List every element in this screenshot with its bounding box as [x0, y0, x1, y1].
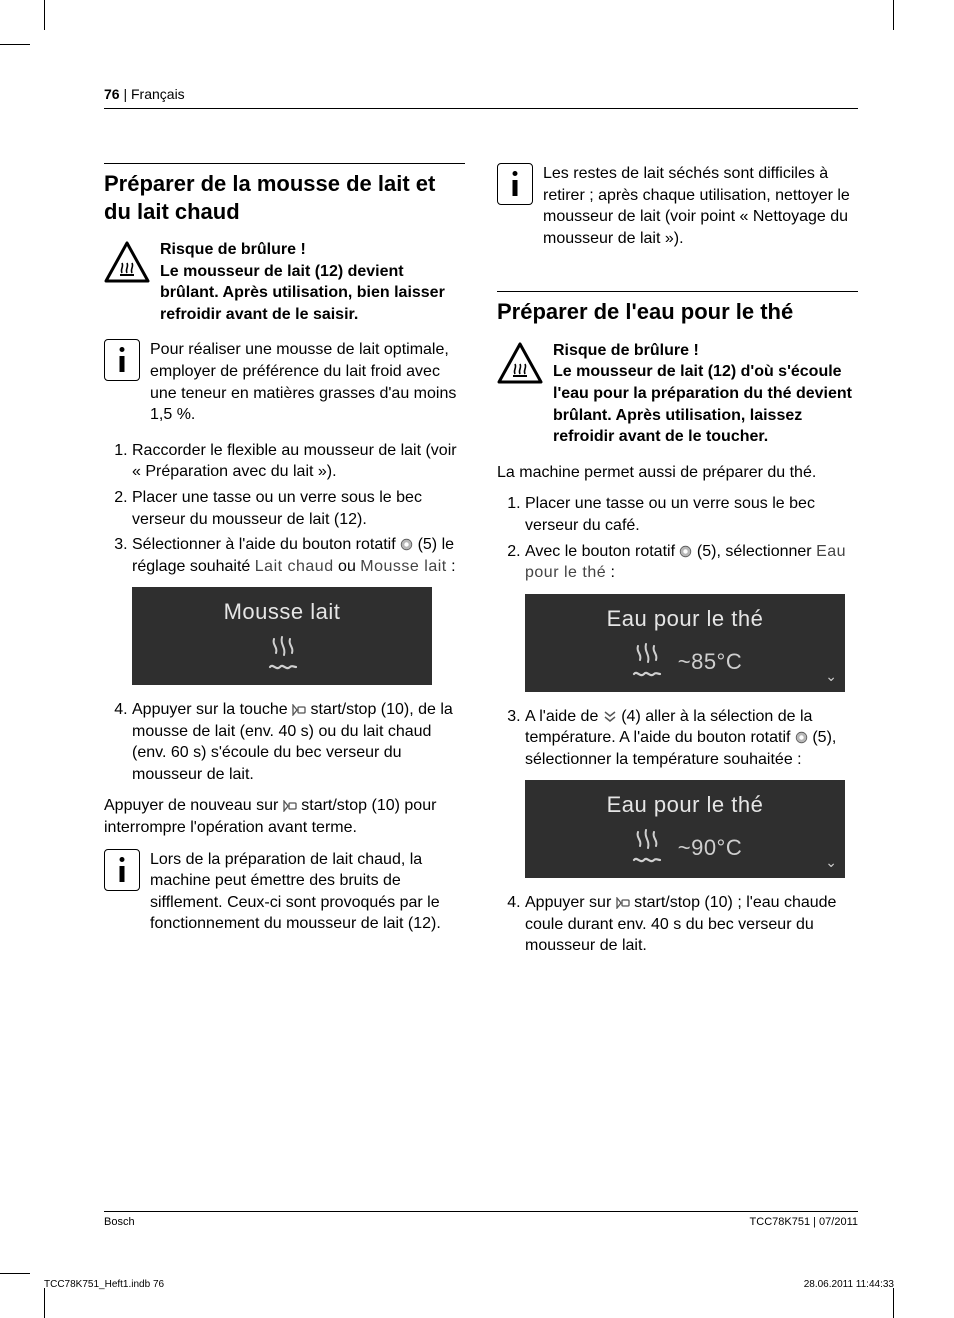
milk-cleaning-info: Les restes de lait séchés sont difficile… [543, 163, 858, 249]
tea-step-4: Appuyer sur start/stop (10) ; l'eau chau… [525, 892, 858, 957]
tea-intro: La machine permet aussi de préparer du t… [497, 462, 858, 484]
milk-warning-text: Risque de brûlure ! Le mousseur de lait … [160, 239, 465, 325]
footer-brand: Bosch [104, 1216, 135, 1228]
milk-step-4: Appuyer sur la touche start/stop (10), d… [132, 699, 465, 785]
section-title-tea: Préparer de l'eau pour le thé [497, 291, 858, 326]
start-stop-icon [292, 704, 306, 716]
left-column: Préparer de la mousse de lait et du lait… [104, 163, 465, 967]
steam-icon [264, 633, 300, 677]
milk-step-3: Sélectionner à l'aide du bouton rotatif … [132, 534, 465, 577]
steam-icon [628, 640, 664, 684]
screen-temperature: ~90°C [678, 833, 743, 863]
milk-step-1: Raccorder le flexible au mousseur de lai… [132, 440, 465, 483]
display-screen-tea-85: Eau pour le thé ~85°C ⌄ [525, 594, 845, 692]
info-icon [497, 163, 533, 205]
nav-down-icon: ⌄ [825, 853, 837, 872]
tea-step-2: Avec le bouton rotatif (5), sélectionner… [525, 541, 858, 584]
hot-surface-warning-icon [497, 342, 543, 384]
milk-step-2: Placer une tasse ou un verre sous le bec… [132, 487, 465, 530]
footer-doc-id: TCC78K751 | 07/2011 [750, 1216, 858, 1228]
rotary-dial-icon [795, 731, 808, 744]
milk-info-1: Pour réaliser une mousse de lait optimal… [150, 339, 465, 425]
page-footer: Bosch TCC78K751 | 07/2011 [104, 1211, 858, 1228]
rotary-dial-icon [400, 538, 413, 551]
print-job-line: TCC78K751_Heft1.indb 76 28.06.2011 11:44… [44, 1279, 894, 1290]
section-title-milk: Préparer de la mousse de lait et du lait… [104, 163, 465, 225]
tea-warning-text: Risque de brûlure ! Le mousseur de lait … [553, 340, 858, 448]
screen-title: Mousse lait [132, 597, 432, 627]
nav-down-icon: ⌄ [825, 667, 837, 686]
info-icon [104, 849, 140, 891]
double-chevron-down-icon [603, 711, 617, 723]
screen-title: Eau pour le thé [525, 790, 845, 820]
start-stop-icon [283, 800, 297, 812]
milk-steps: Raccorder le flexible au mousseur de lai… [104, 440, 465, 578]
steam-icon [628, 826, 664, 870]
start-stop-icon [616, 897, 630, 909]
milk-info-2: Lors de la préparation de lait chaud, la… [150, 849, 465, 935]
language-label: Français [131, 86, 185, 102]
tea-steps: Placer une tasse ou un verre sous le bec… [497, 493, 858, 583]
display-screen-mousse: Mousse lait [132, 587, 432, 685]
screen-temperature: ~85°C [678, 647, 743, 677]
job-timestamp: 28.06.2011 11:44:33 [804, 1279, 894, 1290]
tea-step-3: A l'aide de (4) aller à la sélection de … [525, 706, 858, 771]
right-column: Les restes de lait séchés sont difficile… [497, 163, 858, 967]
job-file: TCC78K751_Heft1.indb 76 [44, 1279, 164, 1290]
tea-step-1: Placer une tasse ou un verre sous le bec… [525, 493, 858, 536]
hot-surface-warning-icon [104, 241, 150, 283]
page-number: 76 [104, 86, 120, 102]
rotary-dial-icon [679, 545, 692, 558]
screen-title: Eau pour le thé [525, 604, 845, 634]
milk-interrupt-note: Appuyer de nouveau sur start/stop (10) p… [104, 795, 465, 838]
info-icon [104, 339, 140, 381]
page-header: 76 | Français [104, 86, 858, 109]
display-screen-tea-90: Eau pour le thé ~90°C ⌄ [525, 780, 845, 878]
